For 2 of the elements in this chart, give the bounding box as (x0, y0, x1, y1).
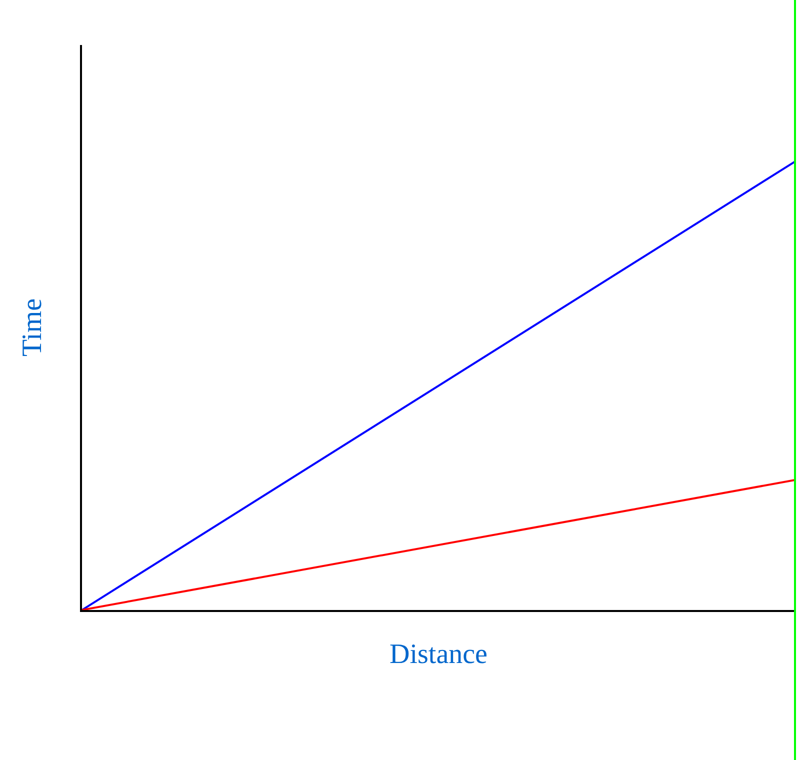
x-axis-title: Distance (390, 639, 488, 670)
y-axis-title: Time (17, 298, 48, 357)
